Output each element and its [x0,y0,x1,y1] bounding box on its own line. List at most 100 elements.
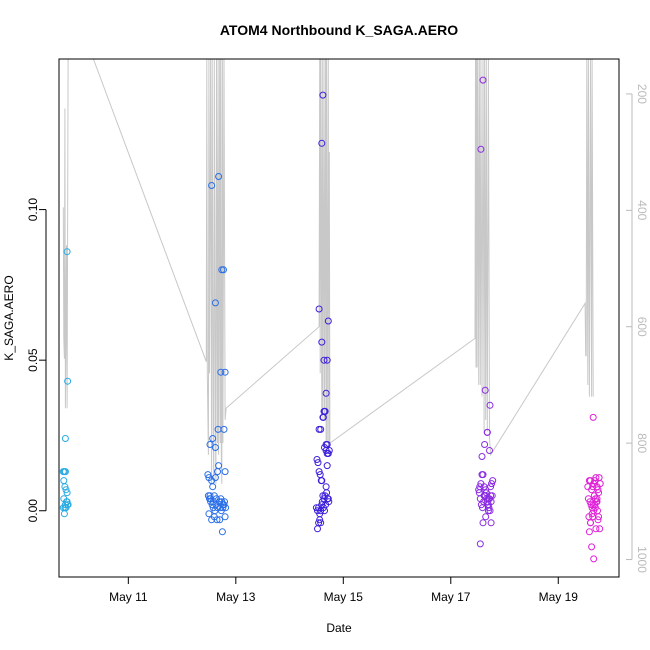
data-point [213,516,221,524]
data-point [209,435,217,442]
data-point [323,450,331,457]
data-point [211,444,219,451]
plot-area [59,59,604,563]
data-point [221,468,229,476]
data-point [215,462,223,470]
data-point [222,504,230,512]
y-tick-label: 0.00 [26,499,40,523]
data-point [481,386,489,394]
data-point [592,525,600,533]
series-flight_1 [59,248,72,518]
plot-frame [58,58,620,578]
right-tick-label: 600 [635,317,649,337]
data-point [62,486,70,494]
data-point [313,456,321,463]
data-point [322,441,330,448]
right-tick-label: 1000 [635,546,649,573]
data-point [320,356,328,364]
data-point [319,91,327,99]
data-point [206,441,214,448]
data-point [61,468,69,476]
data-point [64,377,72,385]
chart-title: ATOM4 Northbound K_SAGA.AERO [220,22,458,38]
data-point [589,513,597,521]
data-point [594,486,602,494]
data-point [324,495,332,503]
data-point [318,477,326,485]
x-tick-label: May 15 [324,590,364,604]
data-point [318,338,326,346]
data-point [323,356,331,364]
data-point [204,471,212,479]
data-point [314,459,322,467]
data-point [61,483,69,491]
x-tick-label: May 13 [216,590,256,604]
data-point [479,76,487,84]
data-point [486,401,494,409]
data-point [483,428,491,436]
data-point [325,498,333,506]
y-tick-label: 0.05 [26,348,40,372]
data-point [322,389,330,397]
data-point [596,480,604,488]
data-point [208,501,216,509]
data-point [315,519,323,527]
data-point [61,435,69,442]
data-point [318,139,326,147]
series-flight_4 [475,76,497,548]
right-tick-label: 200 [635,84,649,104]
data-point [489,477,497,485]
data-point [315,305,323,313]
data-point [480,483,488,491]
data-point [488,480,496,488]
right-tick-label: 400 [635,200,649,220]
x-tick-label: May 17 [431,590,471,604]
series-flight_5 [584,413,604,563]
y-tick-label: 0.10 [26,198,40,222]
data-point [317,519,325,527]
series-flight_2 [204,173,230,536]
data-point [587,519,594,527]
data-point [485,504,493,512]
data-point [592,474,600,482]
data-point [217,368,225,376]
data-point [484,507,492,515]
y-axis-label: K_SAGA.AERO [2,275,16,360]
altitude-line [62,59,594,484]
data-point [218,528,226,536]
data-point [589,483,597,491]
data-point [477,145,485,153]
data-point [321,407,329,415]
data-point [315,425,323,433]
data-point [209,483,217,491]
data-point [324,317,332,325]
data-point [221,368,229,376]
data-point [63,489,71,497]
axes: May 11 May 13 May 15 May 17 May 19 0.00 0.05 0.… [26,84,649,604]
data-point [211,474,219,482]
data-point [479,519,487,527]
data-point [594,516,602,524]
data-point [315,468,323,476]
data-point [486,447,493,454]
data-point [323,462,331,470]
data-point [64,501,72,509]
data-point [216,504,224,512]
data-point [479,471,487,479]
data-point [316,516,324,524]
data-point [221,513,229,521]
data-point [205,510,213,518]
data-point [478,453,486,460]
data-point [216,516,224,524]
data-point [204,492,212,500]
data-point [588,543,596,551]
data-point [596,525,604,533]
data-point [220,425,228,433]
data-point [585,528,593,536]
data-point [218,266,226,274]
data-point [590,555,598,563]
data-point [481,441,489,448]
x-axis-label: Date [326,621,352,635]
data-point [591,501,599,509]
